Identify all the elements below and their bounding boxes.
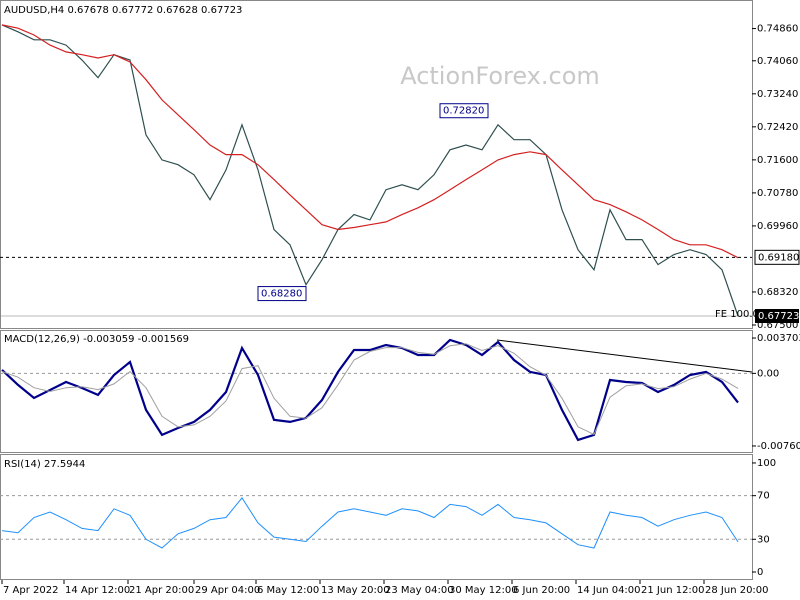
y-tick-label: -0.007608 xyxy=(757,441,800,452)
series-line xyxy=(1,497,739,549)
y-tick-label: 70 xyxy=(757,491,770,502)
y-tick-label: 100 xyxy=(757,458,776,469)
watermark: ActionForex.com xyxy=(400,62,600,90)
price-pane xyxy=(0,0,753,329)
x-tick-label: 29 Apr 04:00 xyxy=(195,585,260,596)
y-tick-label: 0.69960 xyxy=(757,221,798,232)
y-tick-label: 30 xyxy=(757,534,770,545)
x-tick-label: 28 Jun 20:00 xyxy=(705,585,769,596)
y-tick-label: 0.67500 xyxy=(757,320,798,331)
x-tick-label: 21 Apr 20:00 xyxy=(129,585,194,596)
annotation-label: 0.68280 xyxy=(261,289,302,300)
series-line xyxy=(1,24,739,259)
annotation-box xyxy=(439,103,489,119)
x-tick-label: 23 May 04:00 xyxy=(385,585,454,596)
y-tick-label: 0.00 xyxy=(757,368,779,379)
y-tick-label: 0.70780 xyxy=(757,188,798,199)
pane-title: RSI(14) 27.5944 xyxy=(4,459,85,470)
series-line xyxy=(1,343,739,436)
x-tick-label: 21 Jun 12:00 xyxy=(641,585,705,596)
trend-line xyxy=(496,339,753,373)
last-price-box xyxy=(755,309,799,324)
macd-pane xyxy=(0,330,753,453)
price-box xyxy=(754,249,800,265)
last-price-label: 0.67723 xyxy=(758,311,799,322)
x-tick-label: 7 Apr 2022 xyxy=(3,585,58,596)
y-tick-label: 0.74860 xyxy=(757,24,798,35)
fe-label: FE 100.0 xyxy=(715,309,759,320)
y-tick-label: 0.73240 xyxy=(757,89,798,100)
rsi-pane xyxy=(0,454,753,580)
x-tick-label: 14 Jun 04:00 xyxy=(577,585,641,596)
x-tick-label: 6 Jun 20:00 xyxy=(513,585,570,596)
annotation-label: 0.72820 xyxy=(443,106,484,117)
series-line xyxy=(1,24,739,317)
y-tick-label: 0.74060 xyxy=(757,56,798,67)
price-box-label: 0.69180 xyxy=(758,252,799,263)
series-line xyxy=(1,338,739,442)
y-tick-label: 0.003703 xyxy=(757,333,800,344)
y-tick-label: 0 xyxy=(757,567,763,578)
x-tick-label: 14 Apr 12:00 xyxy=(65,585,130,596)
pane-title: AUDUSD,H4 0.67678 0.67772 0.67628 0.6772… xyxy=(4,5,242,16)
y-tick-label: 0.71600 xyxy=(757,155,798,166)
pane-title: MACD(12,26,9) -0.003059 -0.001569 xyxy=(4,334,189,345)
x-tick-label: 13 May 20:00 xyxy=(321,585,390,596)
annotation-box xyxy=(257,286,307,302)
y-tick-label: 0.72420 xyxy=(757,122,798,133)
x-tick-label: 30 May 12:00 xyxy=(449,585,518,596)
x-tick-label: 6 May 12:00 xyxy=(257,585,319,596)
y-tick-label: 0.68320 xyxy=(757,287,798,298)
